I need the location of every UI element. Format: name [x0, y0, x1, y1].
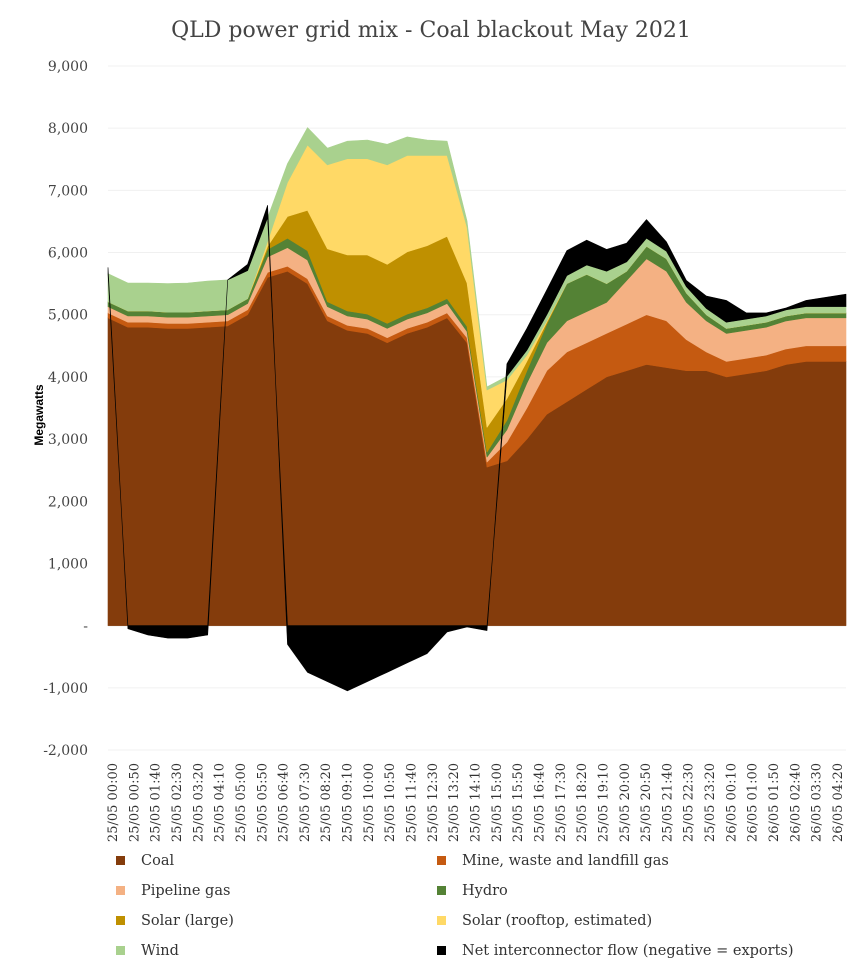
legend-label-pipeline-gas: Pipeline gas	[141, 883, 230, 899]
x-tick-label: 25/05 22:30	[682, 763, 697, 842]
x-tick-label: 25/05 12:30	[426, 763, 441, 842]
legend-label-solar-large: Solar (large)	[141, 913, 234, 929]
x-tick-label: 25/05 18:20	[575, 763, 590, 842]
x-tick-label: 25/05 02:30	[170, 763, 185, 842]
y-axis-label: Megawatts	[32, 384, 46, 446]
x-tick-label: 25/05 06:40	[277, 763, 292, 842]
legend-swatch-hydro	[437, 886, 446, 895]
x-tick-label: 25/05 20:00	[618, 763, 633, 842]
legend-label-mine-waste-and-landfill-gas: Mine, waste and landfill gas	[462, 853, 669, 869]
series-area-net-interconnector-flow-negative-exports	[107, 205, 847, 692]
y-tick-label: 5,000	[48, 308, 88, 324]
y-tick-label: -	[83, 619, 88, 635]
y-tick-label: 3,000	[48, 432, 88, 448]
legend-swatch-pipeline-gas	[116, 886, 125, 895]
x-tick-label: 25/05 10:50	[383, 763, 398, 842]
x-tick-label: 25/05 17:30	[554, 763, 569, 842]
y-tick-label: 9,000	[48, 59, 88, 75]
y-tick-label: 4,000	[48, 370, 88, 386]
x-tick-label: 25/05 21:40	[660, 763, 675, 842]
x-tick-label: 25/05 01:40	[149, 763, 164, 842]
x-tick-label: 25/05 05:00	[234, 763, 249, 842]
x-tick-label: 25/05 20:50	[639, 763, 654, 842]
x-tick-label: 25/05 10:00	[362, 763, 377, 842]
legend-swatch-solar-rooftop-estimated	[437, 916, 446, 925]
x-tick-label: 25/05 08:20	[319, 763, 334, 842]
x-tick-label: 25/05 13:20	[447, 763, 462, 842]
y-tick-label: 2,000	[48, 494, 88, 510]
y-tick-label: -2,000	[43, 743, 88, 759]
x-tick-label: 26/05 01:50	[767, 763, 782, 842]
legend: Coal Mine, waste and landfill gas Pipeline…	[116, 853, 794, 959]
x-tick-label: 25/05 04:10	[213, 763, 228, 842]
legend-label-hydro: Hydro	[462, 883, 508, 899]
x-tick-label: 25/05 15:50	[511, 763, 526, 842]
legend-swatch-wind	[116, 946, 125, 955]
y-tick-label: -1,000	[43, 681, 88, 697]
series-areas	[107, 127, 847, 692]
x-tick-label: 25/05 00:50	[127, 763, 142, 842]
series-area-wind	[107, 127, 847, 391]
y-tick-label: 7,000	[48, 183, 88, 199]
y-tick-label: 1,000	[48, 556, 88, 572]
legend-swatch-mine-waste-and-landfill-gas	[437, 856, 446, 865]
x-tick-label: 25/05 15:00	[490, 763, 505, 842]
x-tick-label: 26/05 02:40	[788, 763, 803, 842]
legend-label-coal: Coal	[141, 853, 174, 869]
legend-label-wind: Wind	[141, 943, 179, 959]
legend-label-net-interconnector-flow-negative-exports: Net interconnector flow (negative = expo…	[462, 943, 794, 959]
x-tick-label: 25/05 05:50	[255, 763, 270, 842]
y-tick-labels: -2,000-1,000-1,0002,0003,0004,0005,0006,…	[43, 59, 88, 759]
x-tick-label: 25/05 11:40	[405, 763, 420, 842]
x-tick-label: 25/05 16:40	[533, 763, 548, 842]
y-tick-label: 6,000	[48, 246, 88, 262]
x-tick-label: 26/05 03:30	[810, 763, 825, 842]
legend-swatch-solar-large	[116, 916, 125, 925]
x-tick-label: 26/05 00:10	[724, 763, 739, 842]
x-tick-label: 25/05 09:10	[341, 763, 356, 842]
legend-swatch-coal	[116, 856, 125, 865]
x-tick-labels: 25/05 00:00 25/05 00:50 25/05 01:40 25/05 0…	[106, 763, 846, 842]
x-tick-label: 26/05 04:20	[831, 763, 846, 842]
x-tick-label: 25/05 03:20	[191, 763, 206, 842]
x-tick-label: 26/05 01:00	[746, 763, 761, 842]
x-tick-label: 25/05 23:20	[703, 763, 718, 842]
chart-title: QLD power grid mix - Coal blackout May 2…	[171, 18, 691, 43]
legend-label-solar-rooftop-estimated: Solar (rooftop, estimated)	[462, 913, 652, 929]
y-tick-label: 8,000	[48, 121, 88, 137]
x-tick-label: 25/05 14:10	[469, 763, 484, 842]
x-tick-label: 25/05 00:00	[106, 763, 121, 842]
x-tick-label: 25/05 07:30	[298, 763, 313, 842]
x-tick-label: 25/05 19:10	[596, 763, 611, 842]
legend-swatch-net-interconnector-flow-negative-exports	[437, 946, 446, 955]
